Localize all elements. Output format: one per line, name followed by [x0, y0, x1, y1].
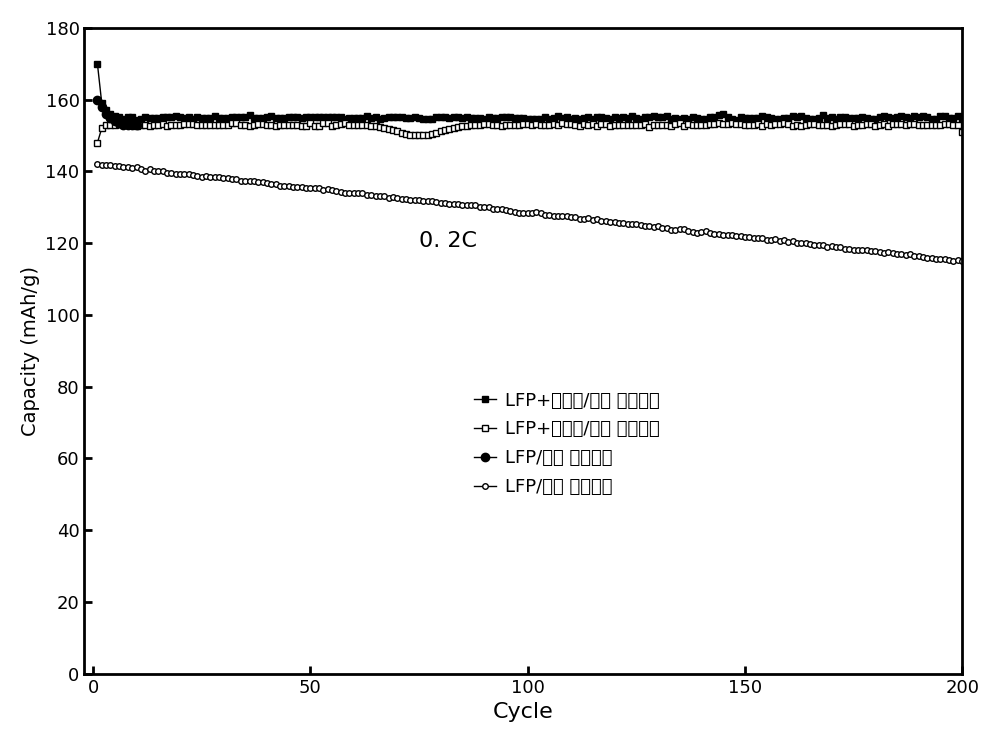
LFP+补锂剂/石墨 充电容量: [887, 113, 899, 122]
LFP+补锂剂/石墨 放电容量: [91, 138, 103, 147]
Line: LFP/石墨 放电容量: LFP/石墨 放电容量: [95, 161, 965, 264]
LFP/石墨 放电容量: [322, 185, 334, 194]
Y-axis label: Capacity (mAh/g): Capacity (mAh/g): [21, 266, 40, 436]
LFP+补锂剂/石墨 放电容量: [144, 121, 156, 130]
LFP/石墨 充电容量: [100, 109, 112, 118]
LFP+补锂剂/石墨 放电容量: [126, 120, 138, 129]
LFP+补锂剂/石墨 充电容量: [730, 115, 742, 124]
LFP/石墨 充电容量: [91, 95, 103, 104]
LFP/石墨 充电容量: [117, 120, 129, 129]
LFP+补锂剂/石墨 充电容量: [144, 114, 156, 123]
LFP+补锂剂/石墨 放电容量: [917, 120, 929, 129]
LFP/石墨 放电容量: [882, 248, 894, 257]
Line: LFP+补锂剂/石墨 放电容量: LFP+补锂剂/石墨 放电容量: [94, 119, 966, 146]
LFP/石墨 放电容量: [91, 160, 103, 169]
LFP+补锂剂/石墨 充电容量: [322, 112, 334, 121]
LFP+补锂剂/石墨 放电容量: [887, 119, 899, 128]
LFP+补锂剂/石墨 充电容量: [917, 111, 929, 120]
LFP/石墨 充电容量: [109, 117, 121, 126]
Legend: LFP+补锂剂/石墨 充电容量, LFP+补锂剂/石墨 放电容量, LFP/石墨 充电容量, LFP/石墨 放电容量: LFP+补锂剂/石墨 充电容量, LFP+补锂剂/石墨 放电容量, LFP/石墨…: [467, 384, 667, 503]
LFP+补锂剂/石墨 放电容量: [326, 121, 338, 130]
LFP/石墨 充电容量: [96, 103, 108, 111]
LFP/石墨 充电容量: [104, 113, 116, 122]
LFP+补锂剂/石墨 充电容量: [126, 112, 138, 121]
LFP/石墨 充电容量: [122, 120, 134, 129]
LFP/石墨 放电容量: [956, 256, 968, 265]
Text: 0. 2C: 0. 2C: [419, 231, 477, 250]
LFP/石墨 放电容量: [126, 163, 138, 172]
Line: LFP/石墨 充电容量: LFP/石墨 充电容量: [93, 95, 141, 129]
LFP+补锂剂/石墨 充电容量: [956, 114, 968, 123]
LFP+补锂剂/石墨 放电容量: [322, 118, 334, 127]
LFP/石墨 充电容量: [126, 120, 138, 129]
LFP+补锂剂/石墨 充电容量: [91, 59, 103, 68]
LFP+补锂剂/石墨 充电容量: [252, 114, 264, 123]
LFP+补锂剂/石墨 放电容量: [252, 120, 264, 129]
X-axis label: Cycle: Cycle: [493, 702, 554, 722]
LFP/石墨 放电容量: [144, 165, 156, 174]
LFP/石墨 充电容量: [113, 118, 125, 127]
LFP/石墨 放电容量: [252, 178, 264, 187]
Line: LFP+补锂剂/石墨 充电容量: LFP+补锂剂/石墨 充电容量: [94, 60, 966, 123]
LFP/石墨 充电容量: [131, 120, 143, 129]
LFP+补锂剂/石墨 放电容量: [956, 128, 968, 137]
LFP/石墨 放电容量: [913, 252, 925, 261]
